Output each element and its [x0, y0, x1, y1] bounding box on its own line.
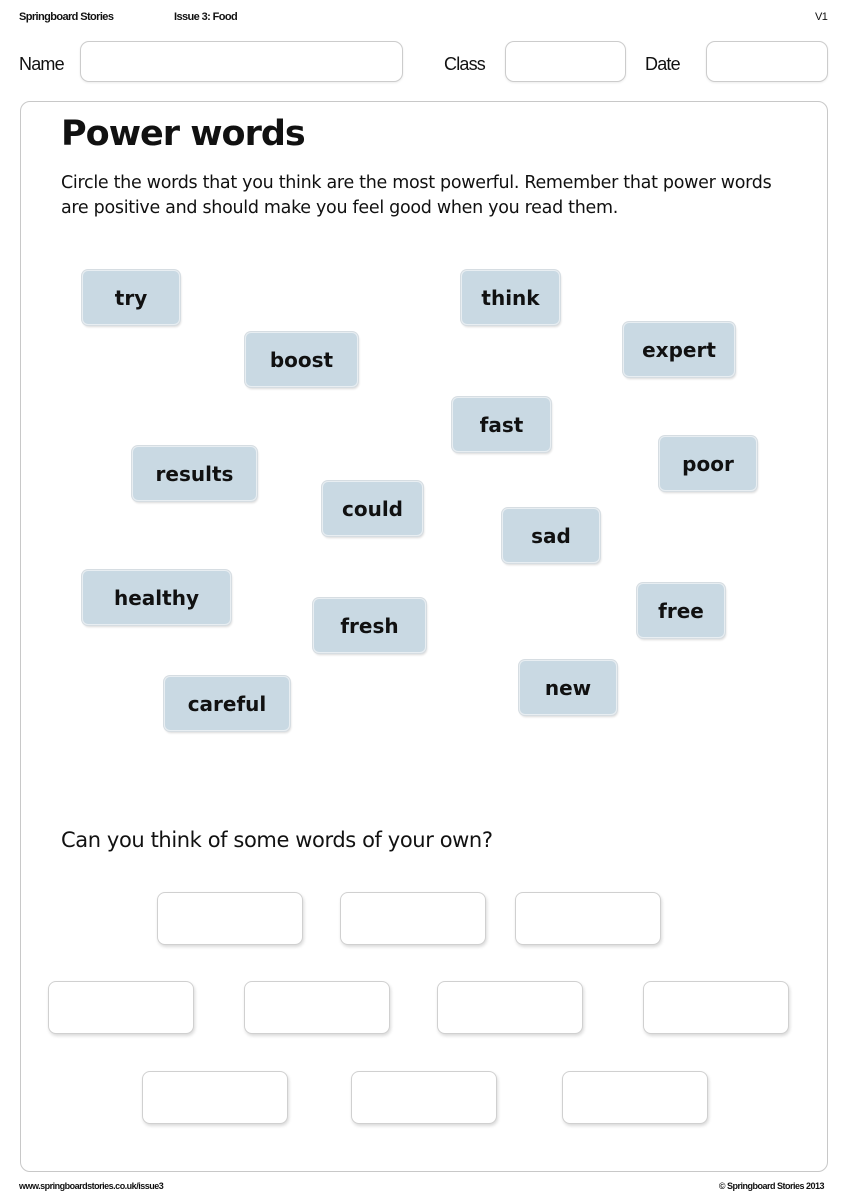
- page-title: Power words: [61, 114, 306, 154]
- word-tile-fast[interactable]: fast: [452, 397, 551, 452]
- own-word-box[interactable]: [142, 1071, 288, 1124]
- own-word-box[interactable]: [157, 892, 303, 945]
- word-tile-poor[interactable]: poor: [659, 436, 757, 491]
- word-tile-try[interactable]: try: [82, 270, 180, 325]
- own-word-box[interactable]: [351, 1071, 497, 1124]
- date-field[interactable]: [706, 41, 828, 82]
- instructions: Circle the words that you think are the …: [61, 173, 772, 218]
- version-label: V1: [815, 11, 828, 23]
- name-label: Name: [19, 54, 65, 74]
- footer-url: www.springboardstories.co.uk/issue3: [19, 1181, 164, 1191]
- own-word-box[interactable]: [515, 892, 661, 945]
- word-tile-think[interactable]: think: [461, 270, 560, 325]
- word-tile-careful[interactable]: careful: [164, 676, 290, 731]
- own-word-box[interactable]: [643, 981, 789, 1034]
- name-field[interactable]: [80, 41, 403, 82]
- class-label: Class: [444, 54, 486, 74]
- worksheet-frame: [20, 101, 828, 1172]
- word-tile-new[interactable]: new: [519, 660, 617, 715]
- own-word-box[interactable]: [48, 981, 194, 1034]
- own-word-box[interactable]: [244, 981, 390, 1034]
- own-word-box[interactable]: [437, 981, 583, 1034]
- footer-copyright: © Springboard Stories 2013: [718, 1181, 825, 1191]
- word-tile-boost[interactable]: boost: [245, 332, 358, 387]
- own-words-question: Can you think of some words of your own?: [61, 828, 493, 852]
- word-tile-results[interactable]: results: [132, 446, 257, 501]
- own-word-box[interactable]: [562, 1071, 708, 1124]
- word-tile-expert[interactable]: expert: [623, 322, 735, 377]
- date-label: Date: [645, 54, 681, 74]
- publisher-name: Springboard Stories: [19, 11, 114, 23]
- issue-label: Issue 3: Food: [174, 11, 238, 23]
- word-tile-could[interactable]: could: [322, 481, 423, 536]
- word-tile-healthy[interactable]: healthy: [82, 570, 231, 625]
- own-word-box[interactable]: [340, 892, 486, 945]
- word-tile-sad[interactable]: sad: [502, 508, 600, 563]
- word-tile-fresh[interactable]: fresh: [313, 598, 426, 653]
- class-field[interactable]: [505, 41, 626, 82]
- word-tile-free[interactable]: free: [637, 583, 725, 638]
